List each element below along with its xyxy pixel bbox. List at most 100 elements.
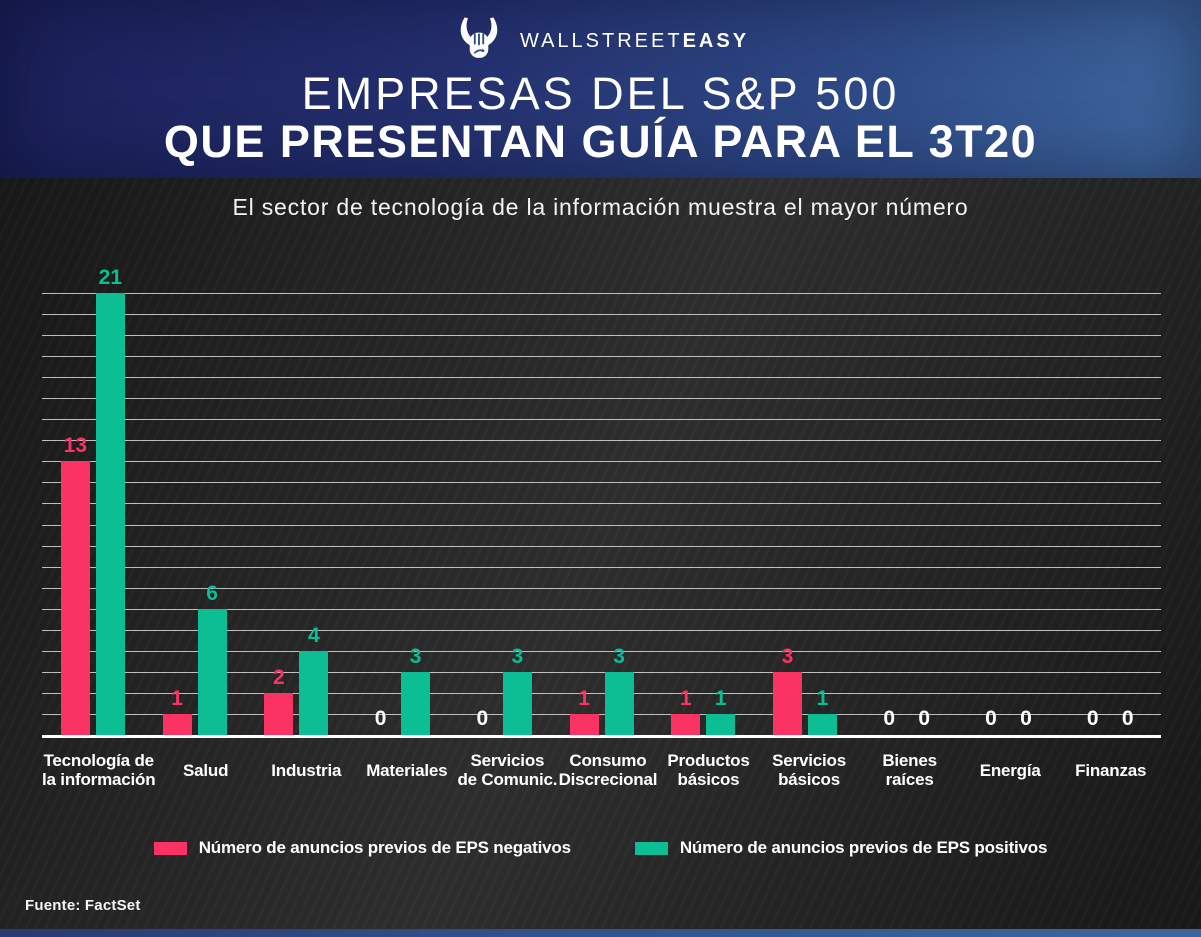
bar-value-label: 0: [476, 707, 489, 730]
gridline: [42, 419, 1161, 421]
legend-swatch-positive: [634, 841, 668, 855]
gridline: [42, 440, 1161, 442]
gridline: [42, 608, 1161, 610]
bar-value-label: 0: [985, 707, 997, 730]
bar-value-label: 1: [679, 686, 692, 710]
bar-value-label: 1: [816, 686, 829, 710]
chart-subtitle: El sector de tecnología de la informació…: [232, 194, 969, 220]
bar-value-label: 2: [272, 665, 285, 689]
brand-logo: WALLSTREETEASY: [0, 10, 1201, 72]
gridline: [42, 650, 1161, 652]
gridline: [42, 461, 1161, 463]
x-axis-label: Servicios de Comunic.: [457, 751, 558, 789]
chart-legend: Número de anuncios previos de EPS negati…: [0, 838, 1201, 858]
x-axis-label: Servicios básicos: [772, 751, 846, 789]
bar-value-label: 6: [206, 581, 218, 605]
gridline: [42, 356, 1161, 358]
x-axis-label: Salud: [183, 760, 229, 780]
gridline: [42, 482, 1161, 484]
bar-value-label: 0: [883, 707, 896, 730]
x-axis-label: Energía: [979, 760, 1041, 780]
gridline: [42, 629, 1161, 631]
bar-group: 13 21: [42, 267, 144, 735]
title-line-1: EMPRESAS DEL S&P 500: [301, 68, 900, 119]
bar-negative: 2: [264, 667, 294, 735]
x-axis-label: Industria: [271, 760, 342, 780]
x-axis-label: Finanzas: [1075, 760, 1147, 780]
bar-value-label: 4: [307, 623, 320, 647]
gridline: [42, 377, 1161, 379]
gridline: [42, 314, 1161, 316]
x-axis-label: Materiales: [366, 760, 448, 780]
brand-name: WALLSTREETEASY: [520, 30, 749, 53]
bar-negative: 3: [773, 646, 802, 735]
bar-positive: 3: [604, 646, 634, 735]
gridline: [42, 692, 1161, 694]
bar-value-label: 3: [511, 644, 524, 668]
legend-label-negative: Número de anuncios previos de EPS negati…: [198, 838, 571, 857]
x-axis-labels: Tecnología de la información Salud Industri…: [42, 745, 1161, 795]
brand-name-bold: EASY: [682, 29, 750, 52]
gridline: [42, 335, 1161, 337]
bull-fist-icon: [460, 17, 498, 58]
gridline: [42, 524, 1161, 526]
gridline: [42, 398, 1161, 400]
gridline: [42, 545, 1161, 547]
gridline: [42, 587, 1161, 589]
bar-negative: 1: [569, 688, 599, 735]
bar-value-label: 3: [781, 644, 794, 668]
x-axis-label: Tecnología de la información: [42, 751, 156, 789]
bar-value-label: 0: [374, 707, 387, 730]
bar-value-label: 21: [98, 266, 123, 289]
bar-positive: 3: [401, 646, 431, 735]
bottom-accent-bar: [0, 929, 1201, 937]
title-line-2: QUE PRESENTAN GUÍA PARA EL 3T20: [163, 116, 1038, 167]
gridline: [42, 566, 1161, 568]
x-axis-label: Bienes raíces: [882, 751, 937, 789]
bar-negative: 1: [162, 688, 192, 735]
bar-value-label: 3: [409, 644, 422, 668]
legend-swatch-negative: [153, 841, 187, 855]
bar-value-label: 0: [918, 707, 931, 730]
bar-positive: 21: [95, 267, 125, 735]
bar-value-label: 1: [578, 686, 590, 710]
legend-item-positive: Número de anuncios previos de EPS positi…: [634, 838, 1048, 858]
bar-negative: 1: [671, 688, 701, 735]
bar-value-label: 13: [63, 434, 88, 458]
x-axis-label: Productos básicos: [667, 751, 750, 789]
bar-positive: 6: [197, 583, 227, 735]
bar-negative: 13: [60, 435, 90, 735]
bar-positive: 1: [706, 688, 736, 735]
gridline: [42, 671, 1161, 673]
bar-value-label: 0: [1020, 707, 1032, 730]
bar-positive: 1: [808, 688, 837, 735]
gridline: [42, 293, 1161, 294]
gridline: [42, 713, 1161, 715]
bar-value-label: 0: [1086, 707, 1099, 730]
bar-positive: 4: [299, 625, 329, 735]
x-axis-label: Consumo Discrecional: [558, 751, 658, 789]
bar-value-label: 1: [171, 686, 183, 710]
bar-groups: 13 21 1 6 2 4 0 3 0 3 1 3 1 1 3 1 0 0 0 0 0 0: [42, 267, 1161, 735]
bar-positive: 3: [502, 646, 532, 735]
gridline: [42, 503, 1161, 505]
chart-plot: 13 21 1 6 2 4 0 3 0 3 1 3 1 1 3 1 0 0 0 0 0 0: [42, 267, 1161, 738]
legend-label-positive: Número de anuncios previos de EPS positi…: [679, 838, 1048, 857]
brand-name-light: WALLSTREET: [519, 29, 683, 52]
bar-value-label: 3: [613, 644, 625, 668]
legend-item-negative: Número de anuncios previos de EPS negati…: [153, 838, 571, 858]
header-banner: WALLSTREETEASY EMPRESAS DEL S&P 500 QUE …: [0, 0, 1201, 178]
bar-value-label: 0: [1121, 707, 1134, 730]
bar-value-label: 1: [714, 686, 727, 710]
